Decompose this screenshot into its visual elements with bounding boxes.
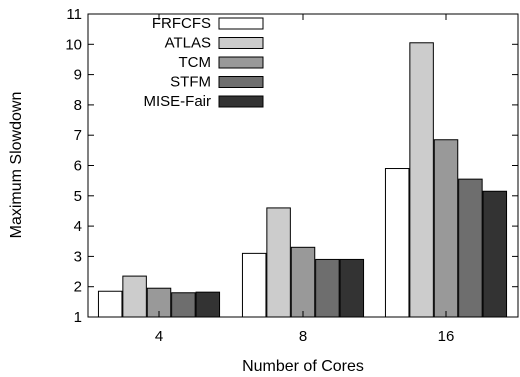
- bars-layer: [97, 42, 508, 318]
- bar-stfm-8: [315, 258, 340, 318]
- bar-atlas-16: [409, 42, 434, 318]
- bar-frfcfs-4: [97, 290, 123, 318]
- y-axis: 1 2 3 4 5 6 7 8 9 10 11: [65, 6, 518, 326]
- bar-atlas-8: [266, 207, 291, 318]
- bar-stfm-4: [171, 292, 196, 318]
- x-axis: 4 8 16: [155, 14, 455, 345]
- y-tick-label: 5: [74, 188, 82, 205]
- legend-label: FRFCFS: [152, 15, 211, 32]
- x-tick-label: 16: [438, 328, 455, 345]
- x-axis-label: Number of Cores: [242, 358, 364, 375]
- legend-label: MISE-Fair: [144, 93, 212, 110]
- y-tick-label: 11: [66, 6, 82, 23]
- bar-frfcfs-16: [384, 168, 410, 318]
- bar-tcm-8: [290, 246, 316, 318]
- bar-tcm-16: [433, 139, 459, 318]
- legend: FRFCFS ATLAS TCM STFM MISE-Fair: [144, 15, 264, 110]
- x-tick-label: 8: [299, 328, 307, 345]
- bar-frfcfs-8: [241, 252, 267, 318]
- bar-mise-fair-8: [339, 258, 365, 318]
- bar-mise-fair-4: [195, 291, 221, 318]
- legend-label: TCM: [179, 54, 212, 71]
- legend-swatch: [218, 76, 264, 88]
- legend-swatch: [218, 17, 264, 30]
- legend-swatch: [218, 56, 264, 69]
- bar-atlas-4: [122, 275, 147, 318]
- y-tick-label: 2: [74, 279, 82, 296]
- y-tick-label: 3: [74, 248, 82, 265]
- y-tick-label: 8: [74, 97, 82, 114]
- bar-stfm-16: [458, 178, 483, 318]
- y-tick-label: 1: [74, 309, 82, 326]
- y-axis-label: Maximum Slowdown: [8, 92, 25, 239]
- y-tick-label: 4: [74, 218, 82, 235]
- y-tick-label: 10: [65, 36, 82, 53]
- legend-swatch: [218, 37, 264, 49]
- bar-mise-fair-16: [482, 190, 508, 318]
- x-tick-label: 4: [155, 328, 163, 345]
- y-tick-label: 6: [74, 158, 82, 175]
- y-tick-label: 9: [74, 67, 82, 84]
- y-tick-label: 7: [74, 127, 82, 144]
- legend-label: ATLAS: [165, 35, 211, 52]
- legend-swatch: [218, 95, 264, 108]
- legend-label: STFM: [170, 74, 211, 91]
